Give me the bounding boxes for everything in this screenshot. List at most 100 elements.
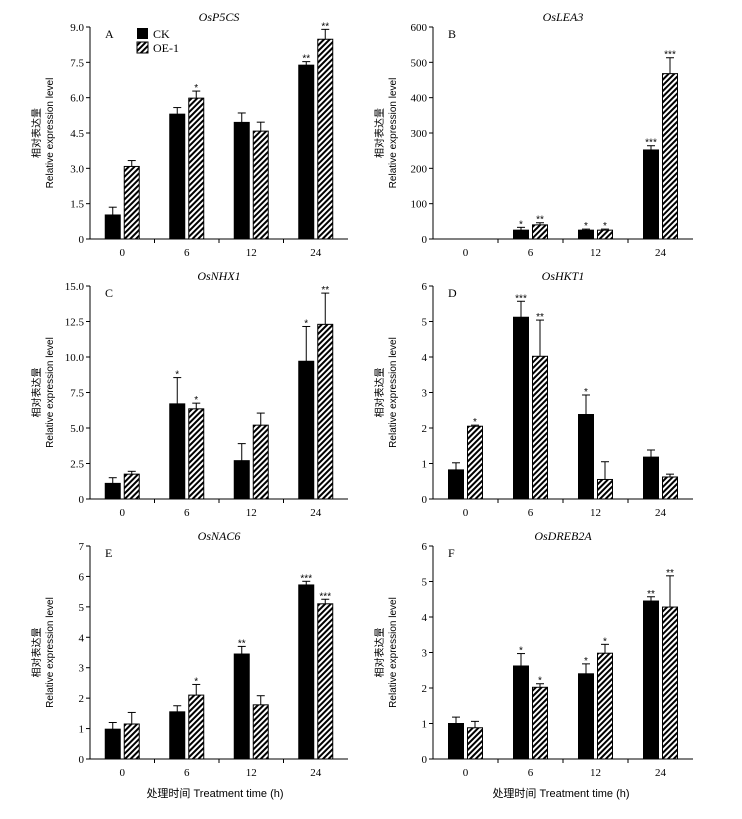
y-tick-label-b: 0 [422, 234, 428, 246]
bar-f-oe1 [532, 686, 548, 760]
significance-label-c: * [304, 318, 308, 329]
y-axis-label-cn-a: 相对表达量 [30, 108, 43, 158]
y-tick-label-a: 3.0 [70, 163, 84, 175]
y-tick-label-c: 0 [79, 494, 85, 506]
bar-e-ck [298, 584, 315, 760]
bar-d-ck [578, 414, 594, 500]
significance-label-e: ** [238, 638, 246, 649]
bar-b-oe1 [532, 224, 548, 240]
bar-b-ck [643, 149, 659, 240]
y-tick-label-c: 10.0 [65, 352, 85, 364]
y-axis-label-en-c: Relative expression level [45, 337, 56, 448]
x-tick-label-a: 24 [310, 247, 322, 259]
x-tick-label-b: 24 [655, 247, 667, 259]
bar-a-oe1 [188, 97, 205, 240]
y-tick-label-a: 9.0 [70, 22, 84, 34]
y-tick-label-d: 6 [422, 281, 428, 293]
y-tick-label-b: 400 [411, 93, 428, 105]
x-tick-label-d: 12 [590, 507, 601, 519]
y-tick-label-e: 7 [79, 541, 85, 553]
bar-a-oe1 [252, 130, 269, 240]
bar-e-oe1 [188, 694, 205, 760]
legend-label-oe1: OE-1 [153, 41, 179, 55]
legend-label-ck: CK [153, 27, 170, 41]
y-tick-label-a: 6.0 [70, 93, 84, 105]
bar-a-ck [104, 214, 121, 240]
x-tick-label-b: 6 [528, 247, 534, 259]
bar-f-oe1 [662, 606, 678, 760]
significance-label-f: * [519, 646, 523, 657]
bar-c-ck [104, 482, 121, 500]
significance-label-f: * [538, 676, 542, 687]
y-tick-label-a: 1.5 [70, 199, 84, 211]
y-axis-label-en-d: Relative expression level [388, 337, 399, 448]
chart-title-e: OsNAC6 [198, 529, 241, 543]
legend-swatch-ck [137, 28, 148, 39]
bar-d-ck [513, 316, 529, 500]
y-tick-label-f: 0 [422, 754, 428, 766]
panel-letter-e: E [105, 546, 112, 560]
bar-d-ck [448, 469, 464, 500]
x-tick-label-f: 0 [463, 767, 469, 779]
y-tick-label-a: 7.5 [70, 57, 84, 69]
bar-a-oe1 [123, 165, 140, 240]
y-tick-label-e: 3 [79, 663, 85, 675]
panel-c: 02.55.07.510.012.515.00 6**12 24***OsNHX1C… [30, 269, 348, 519]
bar-b-ck [513, 229, 529, 240]
bar-f-ck [513, 665, 529, 760]
bar-c-oe1 [188, 408, 205, 500]
y-tick-label-d: 2 [422, 423, 428, 435]
bar-e-ck [233, 653, 250, 760]
bar-a-oe1 [317, 38, 334, 240]
x-axis-label-left: 处理时间 Treatment time (h) [146, 787, 283, 800]
bar-e-oe1 [317, 603, 334, 760]
panel-letter-d: D [448, 286, 457, 300]
significance-label-b: *** [645, 138, 657, 149]
significance-label-b: ** [536, 215, 544, 226]
bar-d-ck [643, 456, 659, 500]
y-tick-label-c: 12.5 [65, 317, 85, 329]
y-axis-label-cn-c: 相对表达量 [30, 368, 43, 418]
panel-letter-b: B [448, 27, 456, 41]
plot-panels: 01.53.04.56.07.59.00 6*12 24****OsP5CSA相对表… [30, 10, 693, 779]
y-tick-label-f: 5 [422, 577, 428, 589]
bar-e-ck [169, 711, 186, 760]
panel-letter-a: A [105, 27, 114, 41]
x-tick-label-a: 6 [184, 247, 190, 259]
significance-label-a: * [194, 83, 198, 94]
bar-f-oe1 [467, 727, 483, 760]
x-tick-label-c: 6 [184, 507, 190, 519]
x-tick-label-b: 0 [463, 247, 469, 259]
x-tick-label-e: 6 [184, 767, 190, 779]
y-tick-label-a: 4.5 [70, 128, 84, 140]
y-tick-label-c: 2.5 [70, 459, 84, 471]
bar-a-ck [169, 113, 186, 240]
y-tick-label-a: 0 [79, 234, 85, 246]
bar-b-oe1 [662, 73, 678, 240]
x-tick-label-a: 12 [246, 247, 257, 259]
significance-label-c: ** [321, 285, 329, 296]
x-tick-label-c: 0 [120, 507, 126, 519]
significance-label-f: * [584, 656, 588, 667]
x-tick-label-f: 24 [655, 767, 667, 779]
x-tick-label-d: 6 [528, 507, 534, 519]
significance-label-d: * [584, 387, 588, 398]
y-tick-label-e: 6 [79, 571, 85, 583]
y-tick-label-e: 1 [79, 724, 85, 736]
y-tick-label-d: 3 [422, 388, 428, 400]
legend: CK OE-1 [136, 27, 179, 55]
x-tick-label-c: 24 [310, 507, 322, 519]
x-tick-label-a: 0 [120, 247, 126, 259]
bar-f-oe1 [597, 652, 613, 760]
y-tick-label-f: 1 [422, 719, 428, 731]
bar-e-oe1 [123, 723, 140, 760]
bar-e-oe1 [252, 704, 269, 760]
bar-f-ck [643, 600, 659, 760]
significance-label-b: * [519, 219, 523, 230]
significance-label-a: ** [321, 21, 329, 32]
bar-c-ck [233, 460, 250, 500]
